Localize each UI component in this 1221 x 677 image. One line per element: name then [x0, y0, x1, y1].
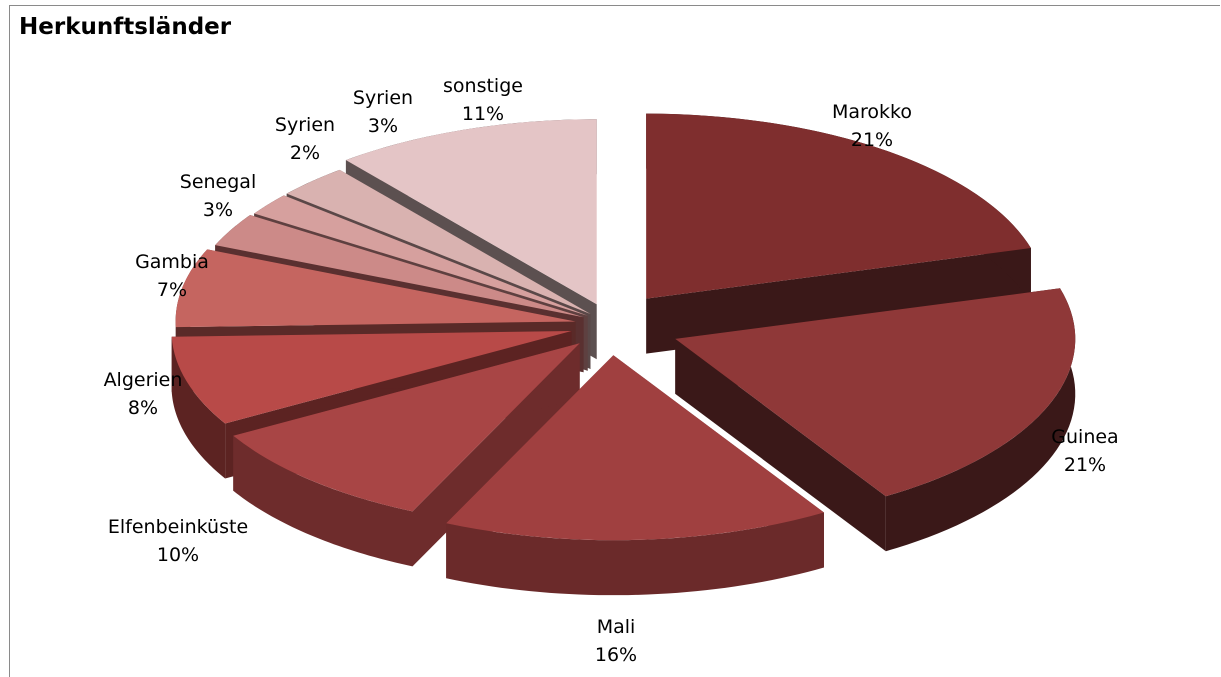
slice-label-name: sonstige — [443, 75, 523, 97]
slice-label-percent: 3% — [203, 199, 233, 221]
slice-label-percent: 2% — [290, 142, 320, 164]
slice-outer-wall — [446, 512, 824, 596]
slice-label-name: Guinea — [1051, 426, 1118, 448]
slice-top — [646, 113, 1031, 299]
slice-label-percent: 11% — [462, 103, 504, 125]
slice-label-name: Elfenbeinküste — [108, 516, 248, 538]
slice-top — [171, 331, 572, 424]
pie-slice-3 — [233, 343, 580, 567]
slice-top — [175, 249, 576, 328]
slice-label-name: Senegal — [180, 171, 256, 193]
slice-label-percent: 3% — [368, 115, 398, 137]
slice-label-percent: 21% — [851, 129, 893, 151]
pie-slice-1 — [675, 288, 1076, 552]
slice-top — [286, 169, 591, 314]
slice-outer-wall — [885, 288, 1076, 552]
slice-label-name: Syrien — [353, 87, 413, 109]
slice-top — [446, 355, 824, 541]
slice-label-percent: 10% — [157, 544, 199, 566]
slice-label-name: Gambia — [135, 251, 209, 273]
slice-label-name: Algerien — [104, 369, 183, 391]
slice-top — [675, 288, 1076, 497]
slice-top — [215, 215, 584, 318]
slice-top — [345, 119, 597, 305]
slice-label-percent: 7% — [157, 279, 187, 301]
slice-label-percent: 16% — [595, 644, 637, 666]
slice-label-name: Mali — [597, 616, 636, 638]
slice-outer-wall — [171, 336, 226, 479]
slice-top — [233, 343, 580, 512]
slice-side-wall — [646, 248, 1031, 354]
pie-slice-0 — [646, 113, 1031, 354]
chart-title: Herkunftsländer — [19, 14, 232, 40]
slice-label-name: Marokko — [832, 101, 912, 123]
slice-label-name: Syrien — [275, 114, 335, 136]
slice-top — [254, 195, 588, 316]
slice-label-percent: 21% — [1064, 454, 1106, 476]
pie-slice-2 — [446, 355, 824, 596]
slice-label-percent: 8% — [128, 397, 158, 419]
slice-outer-wall — [233, 435, 413, 567]
slice-side-wall — [675, 338, 886, 552]
